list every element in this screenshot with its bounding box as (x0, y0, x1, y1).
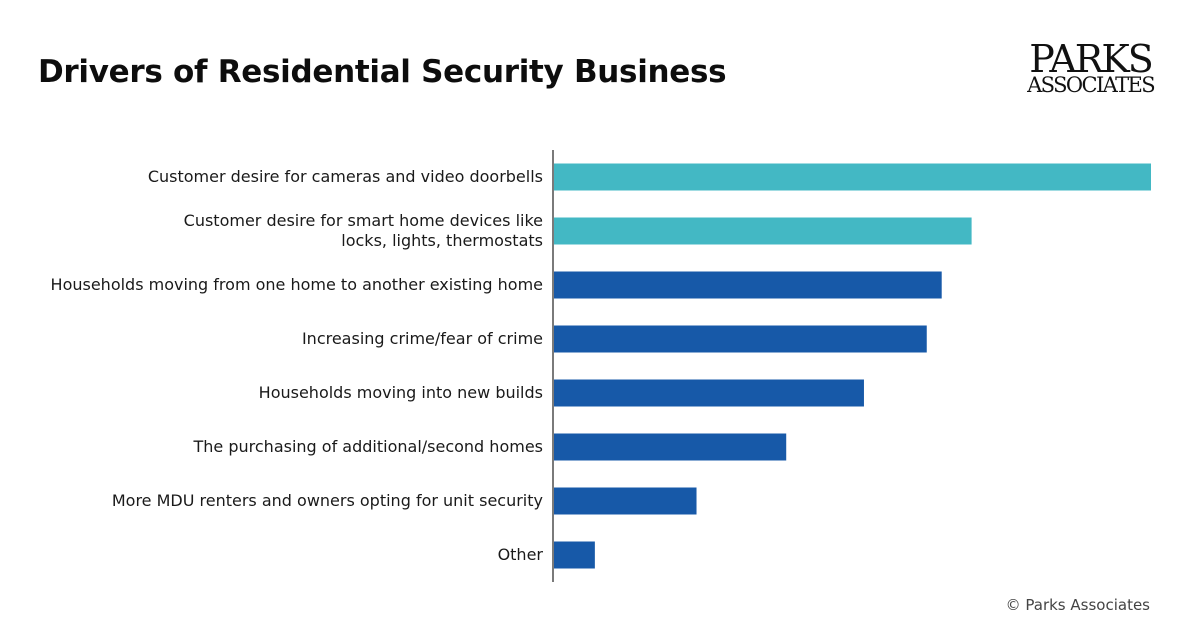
bar-8 (553, 541, 595, 569)
category-label-8: Other (498, 545, 544, 564)
logo-line-2: ASSOCIATES (1027, 73, 1155, 97)
bar-5 (553, 379, 864, 407)
category-label-2: Customer desire for smart home devices l… (184, 211, 543, 250)
category-label-5: Households moving into new builds (259, 383, 543, 402)
bar-7 (553, 487, 697, 515)
bar-3 (553, 271, 942, 299)
logo-line-1: PARKS (1029, 37, 1154, 81)
bar-1 (553, 163, 1151, 191)
category-label-1: Customer desire for cameras and video do… (148, 167, 543, 186)
bar-2 (553, 217, 972, 245)
category-label-4: Increasing crime/fear of crime (302, 329, 543, 348)
category-label-6: The purchasing of additional/second home… (193, 437, 543, 456)
parks-associates-logo: PARKS ASSOCIATES (1027, 37, 1155, 97)
category-label-3: Households moving from one home to anoth… (51, 275, 543, 294)
copyright-notice: © Parks Associates (1005, 596, 1150, 614)
category-label-7: More MDU renters and owners opting for u… (112, 491, 543, 510)
chart-title: Drivers of Residential Security Business (38, 54, 727, 90)
bar-4 (553, 325, 927, 353)
bar-6 (553, 433, 787, 461)
